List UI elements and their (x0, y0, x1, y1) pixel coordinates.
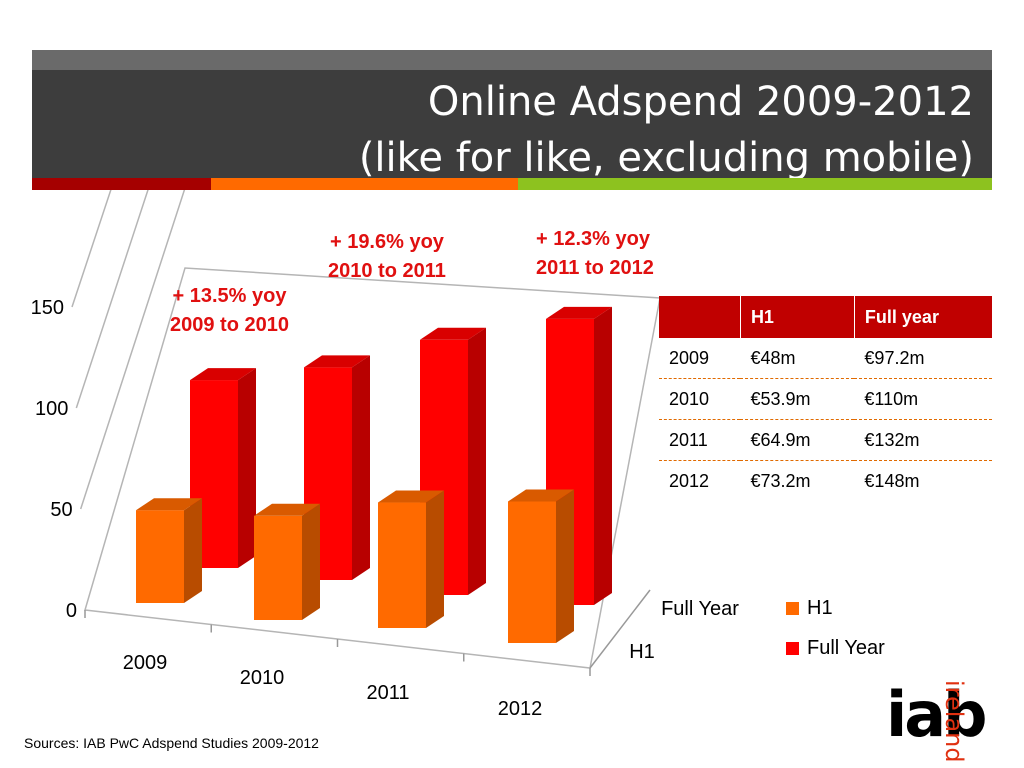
annotation-2010-2011: + 19.6% yoy 2010 to 2011 (328, 228, 446, 286)
bar-h1-top (378, 490, 444, 503)
table-cell: €73.2m (750, 470, 811, 491)
bar-full-year-top (304, 355, 370, 368)
logo-ireland-text: ireland (940, 680, 968, 763)
bar-full-year-side (594, 306, 612, 605)
iab-ireland-logo: iab ireland (886, 662, 1016, 766)
bar-full-year-side (468, 327, 486, 595)
table-header-row: H1 Full year (659, 296, 992, 338)
table-row: 2011 €64.9m €132m (659, 419, 992, 461)
y-tick-label: 50 (50, 499, 72, 521)
chart-legend: H1 Full Year (786, 588, 885, 668)
bar-h1-side (426, 490, 444, 628)
bar-h1-front (378, 502, 426, 628)
annotation-line: 2009 to 2010 (170, 314, 289, 336)
title-bar-top-strip (32, 50, 992, 70)
legend-label: H1 (807, 596, 833, 619)
logo-iab-text: iab (886, 678, 987, 751)
title-bar: Online Adspend 2009-2012 (like for like,… (32, 50, 992, 181)
bar-h1-top (254, 503, 320, 516)
title-line-2: (like for like, excluding mobile) (358, 135, 974, 181)
legend-item-h1: H1 (786, 588, 885, 628)
bar-full-year-top (190, 368, 256, 381)
annotation-2011-2012: + 12.3% yoy 2011 to 2012 (536, 225, 654, 283)
bar-h1-side (556, 489, 574, 643)
bar-h1-top (136, 498, 202, 511)
annotation-2009-2010: + 13.5% yoy 2009 to 2010 (170, 282, 289, 340)
table-cell: €53.9m (740, 378, 855, 420)
table-cell: €132m (854, 419, 992, 461)
color-stripe-green (518, 178, 992, 190)
y-tick-label: 100 (35, 398, 68, 420)
bar-h1-front (254, 515, 302, 620)
bar-h1-side (184, 498, 202, 603)
table-row: 2012 €73.2m €148m (659, 461, 992, 502)
table-header-cell (659, 296, 741, 338)
gridline-left-wall (71, 190, 112, 308)
legend-label: Full Year (807, 636, 885, 659)
table-cell: 2012 (669, 470, 710, 491)
color-stripe-red (32, 178, 211, 190)
table-cell: 2010 (659, 378, 741, 420)
bar-h1-top (508, 489, 574, 502)
depth-axis-line (589, 589, 651, 669)
x-tick-label: 2009 (123, 652, 168, 674)
table-cell: 2011 (659, 419, 741, 461)
y-tick-label: 150 (31, 297, 64, 319)
table-header-cell: H1 (740, 296, 855, 338)
y-tick-label: 0 (66, 600, 77, 622)
depth-axis-label: H1 (629, 641, 655, 663)
bar-h1-front (508, 501, 556, 643)
table-cell: 2009 (659, 338, 741, 379)
table-row: 2010 €53.9m €110m (659, 378, 992, 420)
annotation-line: 2011 to 2012 (536, 257, 654, 279)
bar-full-year-top (420, 327, 486, 340)
gridline-left-wall (75, 190, 149, 409)
table-cell: €48m (740, 338, 855, 379)
table-cell: €64.9m (740, 419, 855, 461)
annotation-line: 2010 to 2011 (328, 260, 446, 282)
x-tick-label: 2011 (366, 682, 409, 704)
adspend-table: H1 Full year 2009 €48m €97.2m 2010 €53.9… (659, 296, 992, 501)
table-row: 2009 €48m €97.2m (659, 338, 992, 379)
bar-h1-front (136, 510, 184, 603)
table-cell: €110m (854, 378, 992, 420)
legend-swatch-full-year (786, 641, 799, 655)
table-cell: €148m (864, 470, 920, 491)
color-stripe-orange (211, 178, 518, 190)
bar-full-year-top (546, 306, 612, 319)
page-title: Online Adspend 2009-2012 (like for like,… (359, 74, 974, 186)
title-line-1: Online Adspend 2009-2012 (427, 79, 974, 125)
x-tick-label: 2010 (240, 667, 285, 689)
annotation-line: + 19.6% yoy (329, 231, 444, 253)
legend-swatch-h1 (786, 601, 799, 615)
depth-axis-label: Full Year (661, 598, 739, 620)
bar-h1-side (302, 503, 320, 620)
table-header-cell: Full year (854, 296, 992, 338)
sources-note: Sources: IAB PwC Adspend Studies 2009-20… (24, 735, 319, 751)
annotation-line: + 13.5% yoy (172, 285, 287, 307)
bar-full-year-side (238, 368, 256, 568)
gridline-left-wall (79, 190, 186, 510)
bar-full-year-side (352, 355, 370, 580)
legend-item-full-year: Full Year (786, 628, 885, 668)
annotation-line: + 12.3% yoy (536, 228, 650, 250)
x-tick-label: 2012 (498, 698, 543, 720)
table-cell: €97.2m (854, 338, 992, 379)
